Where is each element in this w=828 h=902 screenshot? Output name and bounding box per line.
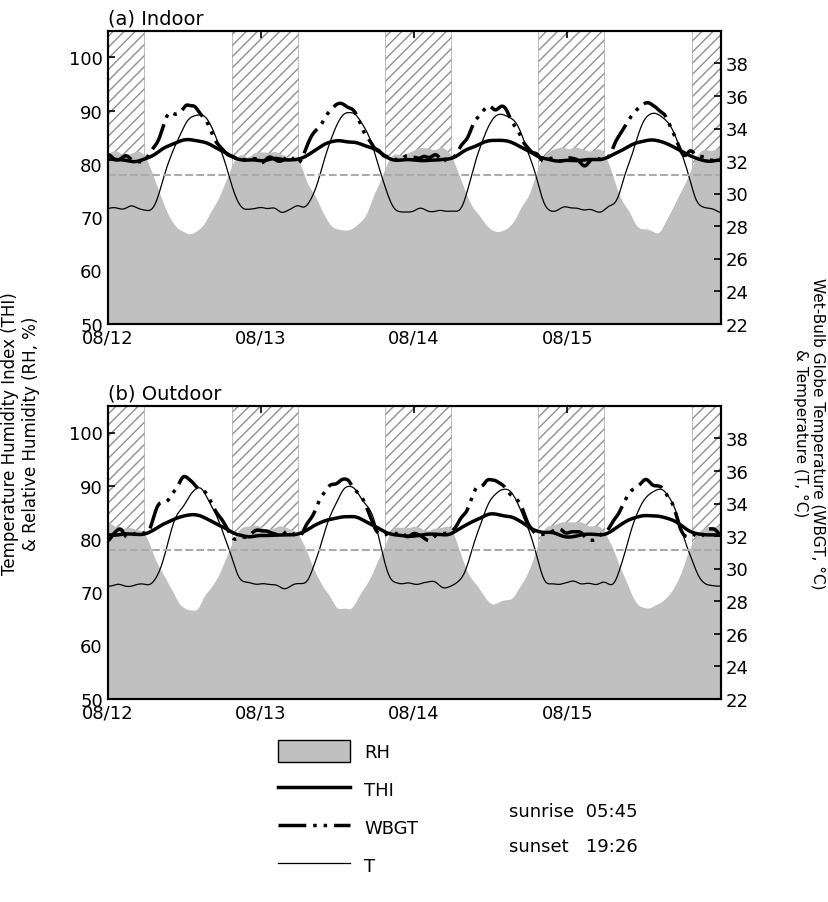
- Bar: [385, 406, 450, 699]
- Bar: [691, 406, 720, 699]
- Text: sunrise  05:45: sunrise 05:45: [509, 803, 638, 821]
- Bar: [108, 32, 144, 325]
- Bar: [232, 406, 297, 699]
- Bar: [538, 32, 604, 325]
- Bar: [232, 32, 297, 325]
- Text: (a) Indoor: (a) Indoor: [108, 10, 203, 29]
- Bar: [538, 32, 604, 325]
- Bar: [108, 32, 144, 325]
- Text: sunset   19:26: sunset 19:26: [509, 837, 638, 855]
- Bar: [691, 406, 720, 699]
- Bar: [538, 406, 604, 699]
- Bar: [385, 32, 450, 325]
- Text: Wet-Bulb Globe Temperature (WBGT, °C)
& Temperature (T, °C): Wet-Bulb Globe Temperature (WBGT, °C) & …: [792, 277, 826, 589]
- Bar: [108, 406, 144, 699]
- Bar: [691, 32, 720, 325]
- Bar: [385, 32, 450, 325]
- Bar: [232, 406, 297, 699]
- Bar: [232, 32, 297, 325]
- Bar: [108, 406, 144, 699]
- Bar: [538, 406, 604, 699]
- Bar: [691, 32, 720, 325]
- Text: (b) Outdoor: (b) Outdoor: [108, 384, 221, 403]
- Legend: RH, THI, WBGT, T: RH, THI, WBGT, T: [270, 732, 426, 884]
- Bar: [385, 406, 450, 699]
- Text: Temperature Humidity Index (THI)
& Relative Humidity (RH, %): Temperature Humidity Index (THI) & Relat…: [2, 291, 40, 575]
